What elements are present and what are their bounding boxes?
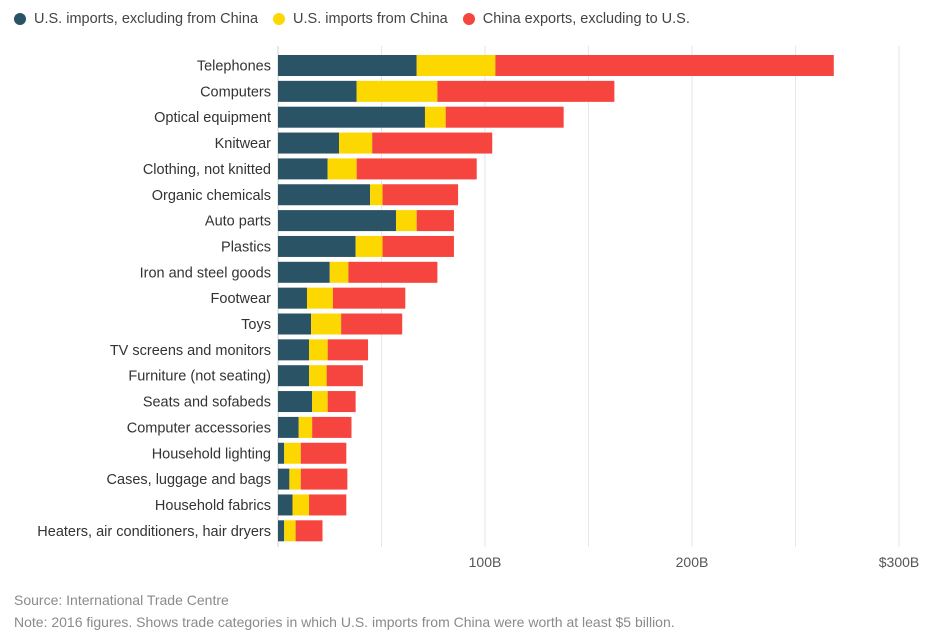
bar-iron-and-steel-goods-series-2 bbox=[348, 261, 438, 283]
bar-optical-equipment-series-1 bbox=[424, 106, 446, 128]
bar-telephones-series-0 bbox=[278, 55, 417, 76]
category-label-toys: Toys bbox=[241, 317, 271, 333]
bar-auto-parts-series-0 bbox=[278, 210, 396, 232]
legend-swatch-us-from-china bbox=[273, 13, 286, 25]
bar-furniture-not-seating-series-1 bbox=[309, 365, 327, 387]
bar-heaters-air-conditioners-hair-dryers-series-0 bbox=[278, 520, 285, 542]
bar-computers-series-1 bbox=[356, 80, 438, 102]
legend-item-china-excl-us: China exports, excluding to U.S. bbox=[462, 11, 690, 27]
bar-tv-screens-and-monitors-series-0 bbox=[278, 339, 310, 361]
bar-telephones-series-1 bbox=[416, 55, 496, 76]
bar-auto-parts-series-1 bbox=[395, 210, 417, 232]
category-label-telephones: Telephones bbox=[197, 59, 271, 75]
bar-organic-chemicals-series-1 bbox=[370, 184, 383, 206]
bar-tv-screens-and-monitors-series-2 bbox=[327, 339, 369, 361]
x-tick-label: $300B bbox=[879, 554, 919, 570]
bar-footwear-series-2 bbox=[332, 287, 406, 309]
legend-swatch-china-excl-us bbox=[462, 13, 475, 25]
bar-computers-series-0 bbox=[278, 80, 357, 102]
bar-computer-accessories-series-2 bbox=[312, 416, 352, 438]
legend-swatch-us-excl-china bbox=[14, 13, 26, 25]
chart-legend: U.S. imports, excluding from China U.S. … bbox=[14, 11, 705, 27]
bar-knitwear-series-2 bbox=[372, 132, 493, 154]
bar-footwear-series-1 bbox=[306, 287, 333, 309]
bar-clothing-not-knitted-series-1 bbox=[327, 158, 357, 180]
bar-organic-chemicals-series-0 bbox=[278, 184, 371, 206]
category-label-footwear: Footwear bbox=[211, 291, 272, 307]
bar-plastics-series-2 bbox=[382, 235, 454, 257]
bar-iron-and-steel-goods-series-0 bbox=[278, 261, 330, 283]
bar-tv-screens-and-monitors-series-1 bbox=[309, 339, 328, 361]
category-label-computers: Computers bbox=[200, 84, 271, 100]
bar-iron-and-steel-goods-series-1 bbox=[329, 261, 349, 283]
bar-toys-series-0 bbox=[278, 313, 312, 335]
legend-item-us-from-china: U.S. imports from China bbox=[273, 11, 448, 27]
category-label-household-lighting: Household lighting bbox=[152, 446, 271, 462]
bar-toys-series-1 bbox=[311, 313, 342, 335]
bar-household-lighting-series-2 bbox=[300, 442, 347, 464]
category-label-household-fabrics: Household fabrics bbox=[155, 498, 271, 514]
category-label-auto-parts: Auto parts bbox=[205, 214, 271, 230]
bar-furniture-not-seating-series-2 bbox=[326, 365, 363, 387]
category-label-plastics: Plastics bbox=[221, 239, 271, 255]
x-tick-label: 100B bbox=[469, 554, 502, 570]
bar-cases-luggage-and-bags-series-1 bbox=[289, 468, 301, 490]
bar-household-lighting-series-1 bbox=[284, 442, 301, 464]
bar-cases-luggage-and-bags-series-2 bbox=[300, 468, 348, 490]
bar-auto-parts-series-2 bbox=[416, 210, 454, 232]
category-label-optical-equipment: Optical equipment bbox=[154, 110, 271, 126]
legend-label-china-excl-us: China exports, excluding to U.S. bbox=[482, 11, 690, 27]
category-label-cases-luggage-and-bags: Cases, luggage and bags bbox=[107, 472, 271, 488]
bar-knitwear-series-1 bbox=[339, 132, 373, 154]
bar-plastics-series-1 bbox=[355, 235, 383, 257]
bar-clothing-not-knitted-series-2 bbox=[356, 158, 477, 180]
bar-organic-chemicals-series-2 bbox=[382, 184, 459, 206]
bar-seats-and-sofabeds-series-2 bbox=[327, 391, 356, 413]
legend-item-us-excl-china: U.S. imports, excluding from China bbox=[14, 11, 258, 27]
stacked-bar-chart: 100B 200B $300B Telephones Computers Optical … bbox=[37, 46, 919, 570]
bar-seats-and-sofabeds-series-0 bbox=[278, 391, 313, 413]
bar-household-fabrics-series-1 bbox=[292, 494, 310, 516]
bar-computers-series-2 bbox=[437, 80, 615, 102]
category-label-clothing-not-knitted: Clothing, not knitted bbox=[143, 162, 271, 178]
bar-household-lighting-series-0 bbox=[278, 442, 285, 464]
category-label-heaters-air-conditioners-hair-dryers: Heaters, air conditioners, hair dryers bbox=[37, 524, 271, 540]
footnote: Note: 2016 figures. Shows trade categori… bbox=[14, 614, 675, 630]
bar-seats-and-sofabeds-series-1 bbox=[312, 391, 328, 413]
source-note: Source: International Trade Centre bbox=[14, 592, 229, 608]
bar-toys-series-2 bbox=[341, 313, 403, 335]
bar-cases-luggage-and-bags-series-0 bbox=[278, 468, 290, 490]
bar-optical-equipment-series-0 bbox=[278, 106, 425, 128]
category-label-furniture-not-seating: Furniture (not seating) bbox=[128, 369, 271, 385]
bar-footwear-series-0 bbox=[278, 287, 307, 309]
bar-computer-accessories-series-1 bbox=[298, 416, 313, 438]
legend-label-us-excl-china: U.S. imports, excluding from China bbox=[34, 11, 259, 27]
category-label-knitwear: Knitwear bbox=[215, 136, 272, 152]
category-label-computer-accessories: Computer accessories bbox=[127, 420, 271, 436]
category-label-seats-and-sofabeds: Seats and sofabeds bbox=[143, 395, 271, 411]
bar-heaters-air-conditioners-hair-dryers-series-1 bbox=[284, 520, 296, 542]
bar-household-fabrics-series-0 bbox=[278, 494, 293, 516]
category-label-iron-and-steel-goods: Iron and steel goods bbox=[140, 265, 271, 281]
category-label-tv-screens-and-monitors: TV screens and monitors bbox=[110, 343, 271, 359]
legend-label-us-from-china: U.S. imports from China bbox=[293, 11, 448, 27]
bar-plastics-series-0 bbox=[278, 235, 356, 257]
bar-knitwear-series-0 bbox=[278, 132, 340, 154]
bar-household-fabrics-series-2 bbox=[309, 494, 347, 516]
bar-furniture-not-seating-series-0 bbox=[278, 365, 310, 387]
bar-optical-equipment-series-2 bbox=[445, 106, 564, 128]
category-label-organic-chemicals: Organic chemicals bbox=[152, 188, 271, 204]
bar-telephones-series-2 bbox=[495, 55, 834, 76]
bar-heaters-air-conditioners-hair-dryers-series-2 bbox=[295, 520, 323, 542]
x-tick-label: 200B bbox=[676, 554, 709, 570]
bar-clothing-not-knitted-series-0 bbox=[278, 158, 328, 180]
bar-computer-accessories-series-0 bbox=[278, 416, 299, 438]
